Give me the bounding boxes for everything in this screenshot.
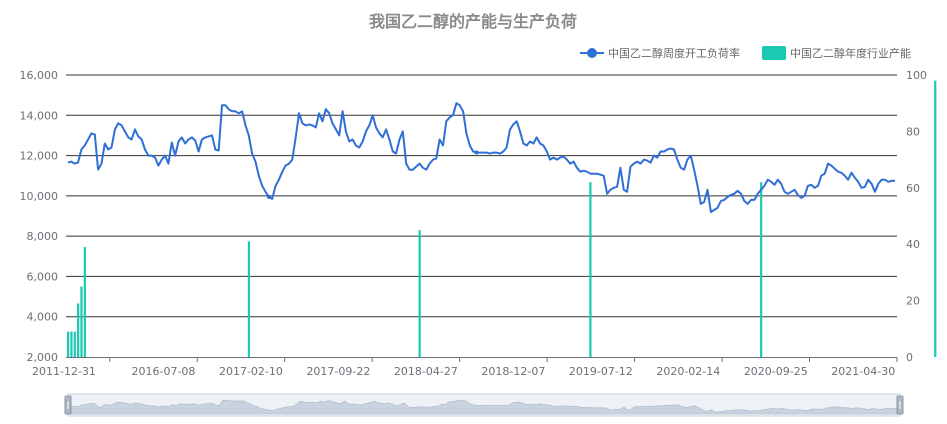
left-y-tick-label: 8,000 [27,230,59,243]
data-zoom-slider[interactable] [64,393,904,417]
x-axis-label: 2017-02-10 [219,365,283,378]
capacity-bar [418,230,421,357]
capacity-bar [70,331,73,357]
right-y-tick-label: 60 [906,182,920,195]
right-y-tick-label: 80 [906,125,920,138]
left-y-tick-label: 10,000 [20,190,59,203]
x-axis-label: 2018-04-27 [394,365,458,378]
legend-label-load-rate: 中国乙二醇周度开工负荷率 [608,46,740,60]
right-y-tick-label: 0 [906,351,913,364]
capacity-bar [760,182,763,357]
legend-item-load-rate[interactable]: 中国乙二醇周度开工负荷率 [580,46,740,60]
right-y-tick-label: 100 [906,69,927,82]
right-y-tick-label: 20 [906,295,920,308]
left-y-tick-label: 6,000 [27,270,59,283]
x-axis-label: 2019-07-12 [569,365,633,378]
capacity-bar [80,286,83,357]
capacity-bars [67,80,937,357]
legend[interactable]: 中国乙二醇周度开工负荷率 中国乙二醇年度行业产能 [580,46,911,60]
capacity-bar [83,247,86,357]
x-axis-label: 2017-09-22 [306,365,370,378]
capacity-bar [934,80,937,357]
load-rate-line [67,102,895,213]
right-y-axis: 0 20 40 60 80 100 [906,69,927,364]
legend-label-capacity: 中国乙二醇年度行业产能 [790,46,911,60]
x-axis-label: 2018-12-07 [481,365,545,378]
left-y-axis: 2,000 4,000 6,000 8,000 10,000 12,000 14,000 16… [20,69,59,364]
x-axis-label: 2016-07-08 [132,365,196,378]
capacity-bar [589,182,592,357]
capacity-bar [247,241,251,357]
load-rate-point [474,150,479,155]
legend-bar-swatch [762,46,786,60]
x-axis: 2011-12-31 2016-07-08 2017-02-10 2017-09-22… [32,357,898,378]
capacity-bar [67,331,70,357]
left-y-tick-label: 16,000 [20,69,59,82]
x-axis-label: 2011-12-31 [32,365,96,378]
left-y-tick-label: 2,000 [27,351,59,364]
x-axis-label: 2020-02-14 [656,365,720,378]
capacity-bar [77,303,80,357]
legend-item-capacity[interactable]: 中国乙二醇年度行业产能 [762,46,911,60]
right-y-tick-label: 40 [906,238,920,251]
capacity-bar [73,331,76,357]
chart-title: 我国乙二醇的产能与生产负荷 [369,12,577,31]
grid-lines [66,74,897,318]
left-y-tick-label: 4,000 [27,311,59,324]
x-axis-label: 2020-09-25 [744,365,808,378]
load-rate-point [266,194,271,199]
data-zoom-preview [67,399,901,415]
x-axis-label: 2021-04-30 [831,365,895,378]
left-y-tick-label: 12,000 [20,150,59,163]
data-zoom-handle-left[interactable] [64,395,72,415]
legend-dot-swatch [587,48,597,58]
left-y-tick-label: 14,000 [20,109,59,122]
data-zoom-handle-right[interactable] [896,395,904,415]
load-rate-series-line [67,102,895,213]
